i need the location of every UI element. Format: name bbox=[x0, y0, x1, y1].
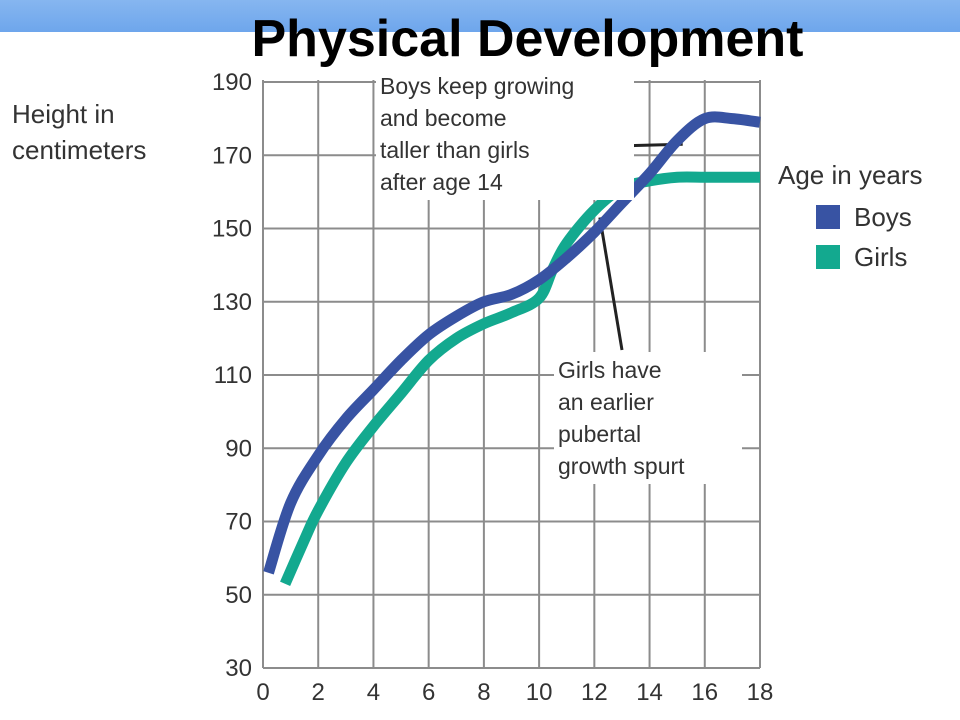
x-tick-label: 16 bbox=[691, 679, 718, 706]
y-tick-label: 130 bbox=[212, 289, 252, 316]
chart-series bbox=[263, 111, 761, 586]
chart-legend: Age in years Boys Girls bbox=[778, 158, 953, 272]
legend-swatch-girls bbox=[816, 245, 840, 269]
annotation-boys-line: taller than girls bbox=[380, 137, 530, 163]
y-tick-label: 150 bbox=[212, 216, 252, 243]
x-tick-label: 6 bbox=[422, 679, 435, 706]
slide-top-bar bbox=[0, 0, 960, 32]
annotation-girls-line: growth spurt bbox=[558, 453, 685, 479]
slide-title: Physical Development bbox=[251, 10, 804, 68]
y-tick-label: 70 bbox=[225, 509, 252, 536]
series-line-girls bbox=[280, 171, 760, 586]
y-tick-label: 90 bbox=[225, 435, 252, 462]
x-tick-label: 12 bbox=[581, 679, 608, 706]
annotation-girls-line: an earlier bbox=[558, 389, 654, 415]
y-axis-label: Height in centimeters bbox=[12, 99, 147, 165]
annotation-girls: Girls have an earlier pubertal growth sp… bbox=[554, 352, 742, 484]
y-tick-label: 170 bbox=[212, 142, 252, 169]
x-tick-label: 0 bbox=[256, 679, 269, 706]
annotation-boys-line: and become bbox=[380, 105, 507, 131]
legend-item-girls: Girls bbox=[778, 242, 953, 272]
legend-label-boys: Boys bbox=[854, 202, 912, 232]
annotation-boys-line: Boys keep growing bbox=[380, 73, 575, 99]
x-tick-label: 10 bbox=[526, 679, 553, 706]
annotation-girls-line: Girls have bbox=[558, 357, 662, 383]
y-tick-label: 190 bbox=[212, 69, 252, 96]
y-tick-label: 50 bbox=[225, 582, 252, 609]
x-tick-label: 8 bbox=[477, 679, 490, 706]
x-tick-label: 18 bbox=[747, 679, 774, 706]
y-tick-label: 110 bbox=[214, 362, 252, 389]
legend-label-girls: Girls bbox=[854, 242, 908, 272]
y-tick-label: 30 bbox=[225, 655, 252, 682]
annotation-leader-girls bbox=[598, 217, 624, 351]
annotation-boys: Boys keep growing and become taller than… bbox=[376, 68, 634, 200]
annotation-girls-line: pubertal bbox=[558, 421, 642, 447]
chart-ticks: 0 2 4 6 8 10 12 14 16 18 30 50 70 90 110 130 150 170 190 bbox=[212, 69, 773, 706]
legend-item-boys: Boys bbox=[778, 202, 953, 232]
legend-title: Age in years bbox=[778, 160, 923, 190]
x-tick-label: 4 bbox=[367, 679, 380, 706]
x-tick-label: 2 bbox=[312, 679, 325, 706]
legend-swatch-boys bbox=[816, 205, 840, 229]
annotation-boys-line: after age 14 bbox=[380, 169, 503, 195]
series-line-boys bbox=[263, 111, 761, 575]
x-tick-label: 14 bbox=[636, 679, 663, 706]
